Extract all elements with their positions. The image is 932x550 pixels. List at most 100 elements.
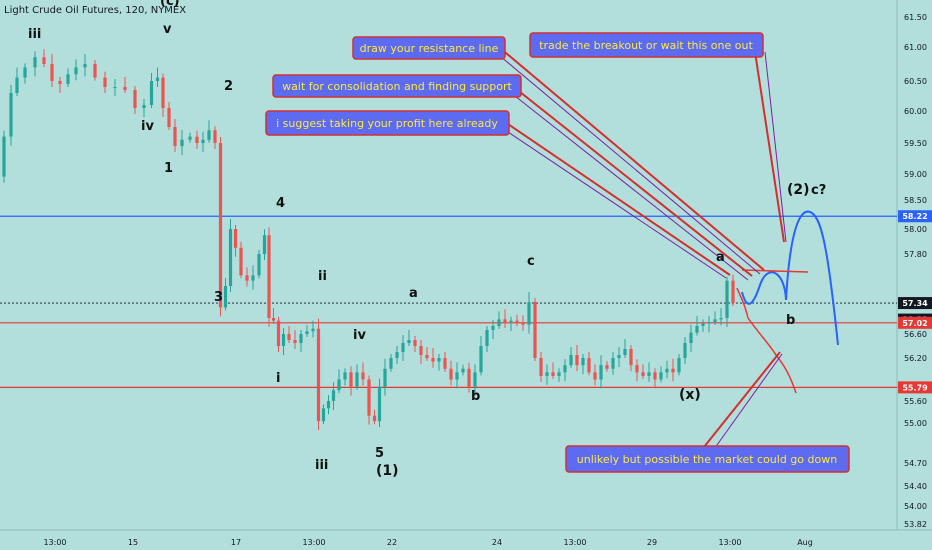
time-tick-label: 29 — [647, 538, 657, 547]
callout-pointer-breakout — [754, 51, 785, 243]
wave-label-a-second: a — [716, 250, 725, 265]
candle-body — [281, 334, 286, 346]
candle-body — [653, 372, 657, 380]
note-down[interactable]: unlikely but possible the market could g… — [565, 445, 850, 473]
note-profit[interactable]: i suggest taking your profit here alread… — [265, 110, 510, 136]
candle-body — [593, 372, 597, 380]
price-tag-box — [898, 297, 932, 310]
callout-pointer-resistance-shadow — [499, 55, 761, 275]
candle-body — [455, 372, 459, 380]
candle-body — [575, 355, 579, 366]
note-consolidation[interactable]: wait for consolidation and finding suppo… — [272, 74, 522, 98]
candle-body — [707, 322, 711, 324]
candle-body — [473, 372, 477, 387]
wave-label-2: 2 — [224, 79, 233, 94]
note-resistance-text: draw your resistance line — [360, 42, 499, 55]
candle-body — [239, 247, 243, 276]
price-tag-label: 58.22 — [902, 212, 927, 221]
note-resistance[interactable]: draw your resistance line — [352, 36, 506, 60]
time-tick-label: 17 — [231, 538, 241, 547]
candle-body — [479, 346, 483, 373]
candle-body — [180, 139, 184, 147]
candle-body — [611, 358, 615, 369]
candle-body — [587, 358, 591, 373]
time-tick-label: 13:00 — [718, 538, 741, 547]
note-consolidation-text: wait for consolidation and finding suppo… — [282, 80, 512, 93]
candle-body — [316, 328, 321, 422]
candle-body — [349, 372, 353, 387]
price-tick-label: 55.00 — [904, 419, 927, 428]
candle-body — [326, 401, 331, 409]
candle-body — [431, 358, 435, 362]
candle-body — [271, 318, 276, 321]
candle-body — [311, 328, 315, 332]
candle-body — [719, 318, 723, 320]
callout-pointer-profit-shadow — [504, 129, 727, 279]
price-tick-label: 59.50 — [904, 139, 927, 148]
candle-body — [113, 87, 117, 88]
candle-body — [74, 67, 78, 75]
candle-body — [509, 320, 513, 322]
forecast-blue-consolidation — [741, 271, 787, 305]
price-tag-box — [898, 316, 932, 329]
candle-body — [503, 319, 507, 322]
price-tick-label: 56.20 — [904, 354, 927, 363]
candle-body — [343, 372, 347, 380]
candle-body — [425, 355, 429, 358]
callout-pointer-consolidation — [514, 87, 753, 277]
candle-body — [647, 372, 651, 376]
candle-body — [563, 365, 567, 373]
candle-body — [599, 365, 603, 380]
candle-body — [437, 358, 441, 362]
callout-pointer-down — [699, 351, 781, 453]
candle-body — [66, 74, 70, 84]
candle-body — [321, 408, 326, 422]
candle-body — [377, 386, 382, 422]
candle-body — [15, 77, 19, 93]
candle-body — [83, 64, 87, 68]
note-breakout[interactable]: trade the breakout or wait this one out — [529, 32, 764, 58]
price-tag-label: 57.34 — [902, 299, 928, 308]
candle-body — [207, 130, 211, 140]
callout-pointer-consolidation-shadow — [514, 95, 749, 281]
candle-body — [299, 334, 303, 343]
callout-pointer-resistance — [499, 47, 765, 271]
candle-body — [155, 77, 160, 81]
candle-body — [383, 368, 387, 387]
candle-body — [195, 136, 199, 143]
candle-body — [689, 332, 693, 343]
time-tick-label: 13:00 — [563, 538, 586, 547]
candle-body — [233, 229, 238, 248]
candle-body — [605, 365, 609, 369]
price-tick-label: 60.00 — [904, 107, 927, 116]
candle-body — [42, 57, 46, 64]
candle-body — [103, 77, 107, 87]
candle-body — [515, 320, 519, 324]
candle-body — [223, 286, 228, 308]
wave-label-iv-top: iv — [141, 119, 154, 134]
candle-body — [257, 254, 261, 276]
time-tick-label: 22 — [387, 538, 397, 547]
candle-body — [361, 372, 365, 380]
candle-body — [262, 235, 267, 254]
candle-body — [367, 379, 371, 416]
price-tick-label: 55.60 — [904, 397, 927, 406]
callout-pointer-profit — [504, 121, 731, 276]
candle-body — [635, 365, 639, 373]
wave-label-1: 1 — [164, 161, 173, 176]
price-tick-label: 60.50 — [904, 77, 927, 86]
wave-label-x-paren: (x) — [679, 387, 701, 403]
candle-body — [161, 77, 165, 108]
candle-body — [551, 372, 555, 376]
candle-body — [443, 358, 447, 369]
candle-body — [149, 81, 154, 105]
wave-label-v: v — [163, 22, 172, 37]
candle-body — [287, 334, 291, 340]
time-tick-label: Aug — [797, 538, 813, 547]
candle-body — [485, 330, 489, 346]
forecast-red-down — [736, 287, 797, 394]
candle-body — [337, 379, 341, 391]
candle-body — [305, 331, 309, 334]
